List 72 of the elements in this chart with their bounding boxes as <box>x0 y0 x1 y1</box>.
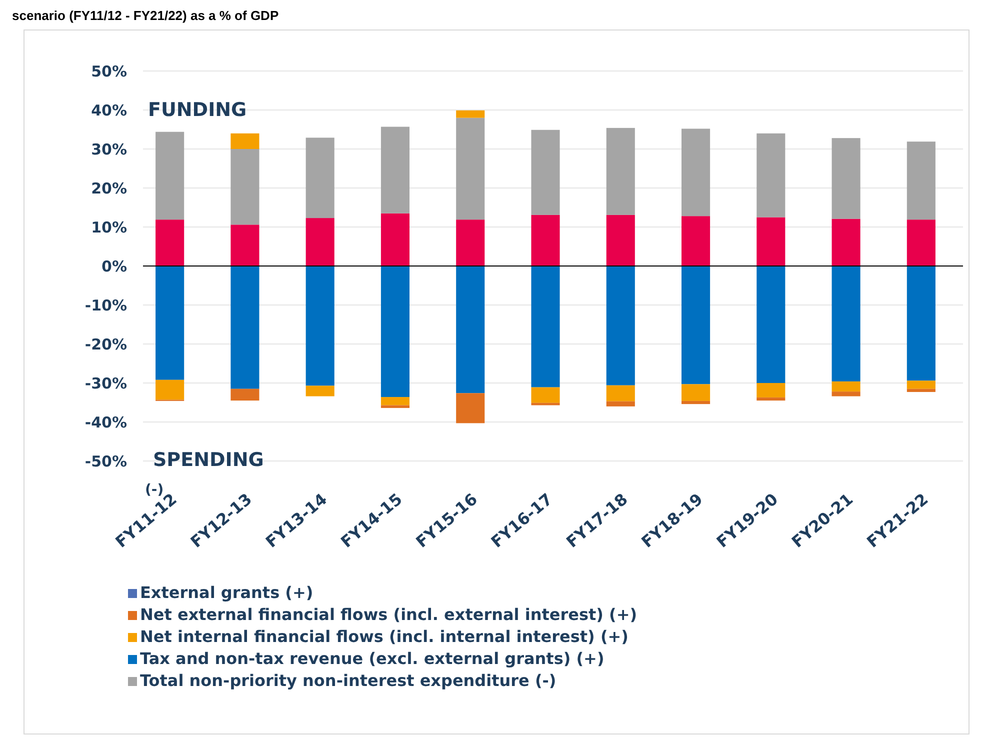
bar <box>380 213 410 266</box>
y-tick-label: -20% <box>84 335 127 354</box>
bar <box>380 405 410 408</box>
bar <box>456 118 485 220</box>
y-tick-label: -10% <box>84 296 127 314</box>
bar <box>230 149 260 225</box>
bar <box>906 220 936 266</box>
chart-title: scenario (FY11/12 - FY21/22) as a % of GDP <box>12 8 279 23</box>
bar <box>230 388 260 401</box>
bar <box>832 218 860 266</box>
bar <box>906 266 936 381</box>
bar <box>681 384 710 401</box>
text: (-) <box>145 482 164 498</box>
legend-label: Net external financial flows (incl. external interest) (+) <box>140 605 638 624</box>
bar <box>230 224 260 266</box>
bar <box>156 266 184 380</box>
bar <box>380 126 410 214</box>
bar <box>681 400 710 404</box>
y-tick-label: 30% <box>91 140 127 158</box>
bar <box>156 220 184 266</box>
y-tick-label: 10% <box>91 218 127 236</box>
bar <box>606 214 635 266</box>
bar <box>681 128 710 216</box>
annotation: FUNDING <box>148 99 247 121</box>
bar <box>756 383 786 398</box>
bar <box>832 266 860 382</box>
bar <box>906 380 936 389</box>
bar <box>531 214 560 266</box>
bar <box>380 397 410 406</box>
annotation: SPENDING <box>153 449 264 471</box>
bar <box>606 266 635 386</box>
bar <box>606 128 635 215</box>
bar <box>306 266 334 386</box>
bar <box>906 142 936 220</box>
legend-label: External grants (+) <box>140 583 314 602</box>
bar <box>230 133 260 149</box>
bar <box>456 393 485 424</box>
bar <box>606 401 635 406</box>
bar <box>380 266 410 398</box>
y-tick-label: 40% <box>91 101 127 120</box>
y-tick-label: -50% <box>84 452 127 470</box>
bar <box>531 266 560 388</box>
bar <box>230 266 260 389</box>
bar <box>756 266 786 383</box>
bar <box>832 392 860 396</box>
y-tick-label: 0% <box>102 257 127 276</box>
bar <box>456 110 485 118</box>
bar <box>531 387 560 403</box>
bar <box>306 138 334 218</box>
bar <box>606 385 635 402</box>
legend-label: Tax and non-tax revenue (excl. external grants) (+) <box>140 649 604 668</box>
bar <box>756 133 786 218</box>
bar <box>531 130 560 215</box>
y-tick-label: 20% <box>91 179 127 198</box>
bar <box>756 397 786 401</box>
y-tick-label: 50% <box>91 62 127 80</box>
bar <box>681 266 710 384</box>
legend-label: Total non-priority non-interest expenditure (-) <box>140 671 556 690</box>
bar <box>681 216 710 266</box>
bar <box>306 386 334 396</box>
bar <box>456 266 485 394</box>
bar <box>832 381 860 392</box>
y-tick-label: -40% <box>84 413 127 432</box>
bar <box>156 132 184 220</box>
legend-label: Net internal financial flows (incl. internal interest) (+) <box>140 627 628 646</box>
bar <box>906 388 936 392</box>
y-tick-label: -30% <box>84 374 127 392</box>
bar <box>456 220 485 266</box>
bar <box>756 217 786 266</box>
bar <box>306 218 334 266</box>
bar <box>156 380 184 400</box>
bar <box>832 138 860 219</box>
